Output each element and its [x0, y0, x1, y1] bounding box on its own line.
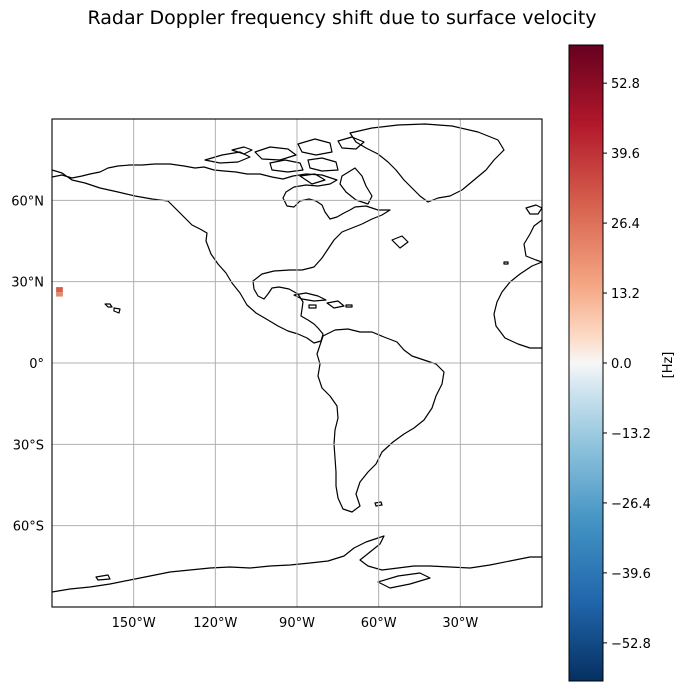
coastline-arctic-5 [307, 157, 339, 172]
lon-tick-label: 90°W [279, 616, 315, 631]
coastline-jamaica [308, 304, 317, 309]
colorbar [568, 44, 604, 682]
lat-tick-label: 30°S [13, 438, 44, 453]
coastline-iceland [525, 204, 542, 215]
lon-tick-label: 30°W [442, 616, 478, 631]
colorbar-label: [Hz] [661, 352, 676, 379]
coastline-arctic-3 [297, 138, 333, 156]
lat-tick-label: 30°N [11, 276, 44, 291]
lon-tick-label: 120°W [193, 616, 237, 631]
coastline-arctic-7 [231, 146, 253, 155]
coastline-puerto-rico [345, 304, 353, 308]
coastline-europe [523, 219, 542, 263]
coastline-arctic-6 [337, 136, 365, 150]
coastline-canary-islands [503, 261, 509, 265]
coastline-antarctica [52, 535, 542, 593]
colorbar-tick-label: −13.2 [611, 427, 651, 442]
coastline-hispaniola [326, 300, 345, 309]
coastline-arctic-8 [299, 173, 326, 185]
colorbar-tick-label: 0.0 [611, 357, 632, 372]
map-frame [51, 118, 543, 608]
gridlines [52, 119, 542, 607]
coastline-north-america [52, 163, 391, 344]
lon-tick-labels: 150°W 120°W 90°W 60°W 30°W [112, 616, 479, 631]
colorbar-tick-label: −26.4 [611, 497, 651, 512]
lat-tick-labels: 60°N 30°N 0° 30°S 60°S [11, 194, 44, 534]
chart-title: Radar Doppler frequency shift due to sur… [87, 7, 597, 29]
data-cell [56, 292, 63, 297]
lon-tick-label: 150°W [112, 616, 156, 631]
coastline-antarctica-shelf [95, 574, 111, 581]
lat-tick-label: 60°N [11, 194, 44, 209]
coastline-arctic-1 [204, 151, 251, 164]
colorbar-tick-label: 39.6 [611, 147, 640, 162]
coastline-africa [493, 261, 542, 349]
coastline-arctic-2 [254, 146, 297, 161]
coastline-cuba [293, 292, 327, 302]
doppler-data-patch [56, 287, 63, 297]
coastlines [52, 123, 542, 593]
lat-tick-label: 60°S [13, 520, 44, 535]
data-cell [56, 287, 63, 293]
coastline-hawaii [104, 303, 121, 314]
colorbar-tick-label: 26.4 [611, 217, 640, 232]
coastline-south-america [316, 328, 445, 513]
lat-tick-label: 0° [29, 357, 44, 372]
lon-tick-label: 60°W [361, 616, 397, 631]
colorbar-tick-label: −39.6 [611, 567, 651, 582]
coastline-newfoundland [391, 235, 409, 249]
coastline-antarctica-ice [377, 572, 431, 589]
colorbar-ticks: 52.8 39.6 26.4 13.2 0.0 −13.2 −26.4 −39.6 −52.8 [603, 77, 651, 652]
colorbar-tick-label: 52.8 [611, 77, 640, 92]
colorbar-tick-label: 13.2 [611, 287, 640, 302]
coastline-greenland [349, 123, 505, 203]
colorbar-tick-label: −52.8 [611, 637, 651, 652]
coastline-arctic-4 [269, 159, 304, 173]
